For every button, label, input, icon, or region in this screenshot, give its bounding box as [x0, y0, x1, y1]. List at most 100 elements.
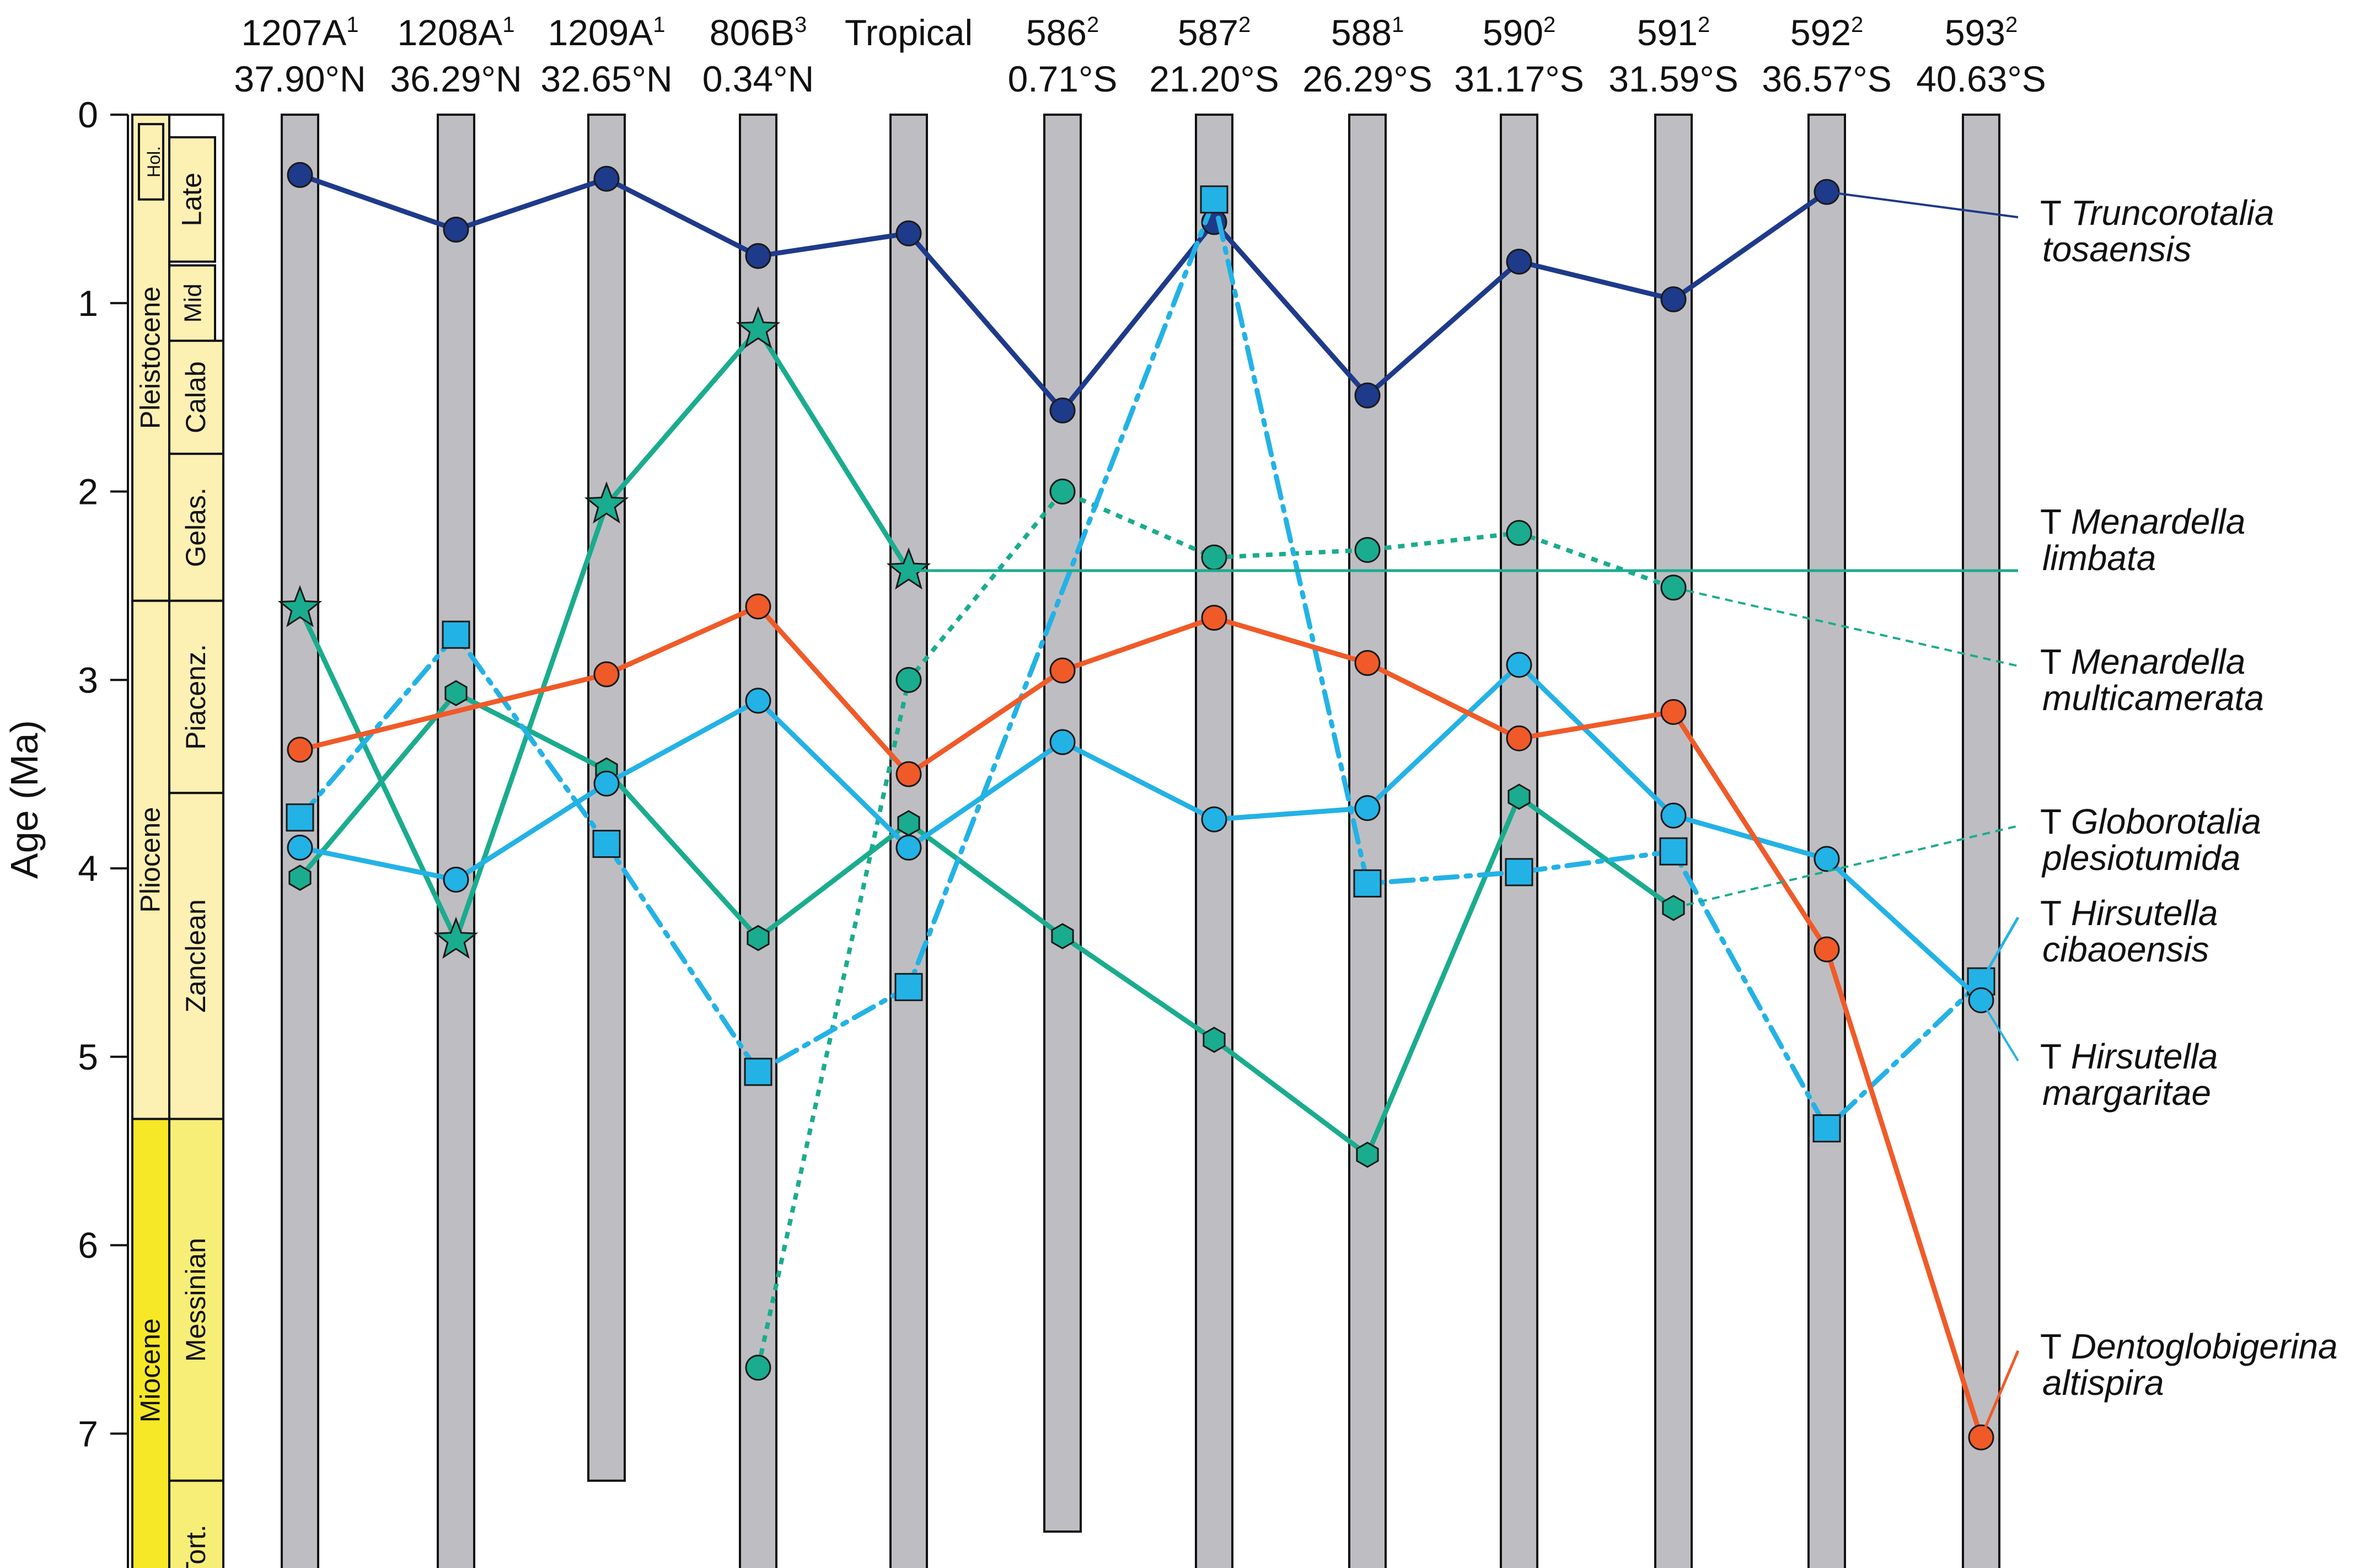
point-tosaensis	[895, 220, 922, 246]
stage-box	[168, 136, 216, 263]
series-cibaoensis	[286, 185, 1995, 1143]
point-plesiotumida	[1203, 1027, 1226, 1053]
label-prefix: T	[2040, 642, 2071, 681]
point-cibaoensis	[744, 1057, 772, 1086]
point-margaritae	[1506, 652, 1532, 678]
site-name-Tropical: Tropical	[845, 12, 973, 53]
stage-box	[138, 123, 164, 201]
point-altispira	[745, 593, 771, 620]
point-margaritae	[1660, 802, 1687, 829]
epoch-label: Pliocene	[135, 807, 166, 913]
site-latitude-587: 21.20°S	[1149, 58, 1279, 99]
site-latitude-1208A: 36.29°N	[390, 58, 522, 99]
site-column-592	[1807, 114, 1846, 1568]
site-name-588: 5881	[1331, 12, 1404, 53]
site-column-1208A	[437, 114, 475, 1568]
stage-box	[168, 1118, 224, 1482]
point-plesiotumida	[444, 680, 468, 706]
point-multicamerata	[745, 1355, 771, 1381]
point-tosaensis	[443, 216, 469, 243]
leader-plesiotumida	[1673, 825, 2019, 909]
point-multicamerata	[895, 667, 922, 693]
point-altispira	[1049, 657, 1076, 684]
species-label-line2-tosaensis: tosaensis	[2042, 229, 2191, 269]
leader-margaritae	[1980, 1000, 2019, 1062]
point-plesiotumida	[1051, 923, 1074, 949]
point-margaritae	[745, 688, 771, 714]
site-name-1209A: 1209A1	[548, 12, 665, 53]
site-name-592: 5922	[1790, 12, 1863, 53]
site-name-806B: 806B3	[710, 12, 807, 53]
point-limbata	[433, 916, 479, 959]
label-genus: Menardella	[2071, 502, 2246, 541]
site-superscript: 2	[1851, 13, 1863, 37]
y-tick-label: 5	[78, 1037, 98, 1077]
stage-label: Tort.	[180, 1524, 211, 1568]
series-line-altispira	[297, 604, 1984, 1440]
site-name-587: 5872	[1178, 12, 1251, 53]
species-label-line2-cibaoensis: cibaoensis	[2042, 930, 2209, 969]
point-altispira	[1506, 725, 1532, 751]
site-name-591: 5912	[1637, 12, 1710, 53]
site-latitude-806B: 0.34°N	[702, 58, 814, 99]
point-multicamerata	[1201, 544, 1227, 571]
site-superscript: 1	[653, 13, 665, 37]
leader-cibaoensis	[1979, 916, 2020, 982]
species-label-line2-limbata: limbata	[2042, 538, 2156, 578]
label-prefix: T	[2040, 802, 2071, 841]
stage-box	[168, 264, 216, 342]
point-cibaoensis	[286, 803, 314, 832]
series-multicamerata	[745, 479, 1687, 1381]
species-label-line2-margaritae: margaritae	[2042, 1073, 2211, 1113]
site-column-587	[1195, 114, 1233, 1568]
species-label-line2-plesiotumida: plesiotumida	[2041, 838, 2240, 878]
site-column-586	[1043, 114, 1082, 1533]
point-cibaoensis	[592, 830, 621, 858]
stage-box	[168, 340, 224, 455]
y-tick-label: 1	[78, 283, 98, 324]
point-plesiotumida	[288, 864, 312, 891]
site-latitude-593: 40.63°S	[1916, 58, 2046, 99]
series-line-margaritae	[297, 662, 1984, 1003]
point-cibaoensis	[1659, 837, 1688, 866]
site-name-590: 5902	[1483, 12, 1555, 53]
site-superscript: 1	[1392, 13, 1404, 37]
species-label-margaritae: T Hirsutella	[2040, 1037, 2218, 1076]
site-superscript: 1	[346, 13, 358, 37]
point-plesiotumida	[1662, 895, 1685, 921]
point-cibaoensis	[1200, 185, 1228, 214]
stage-label: Piacenz.	[180, 644, 211, 750]
point-tosaensis	[1660, 286, 1687, 313]
series-limbata	[277, 306, 931, 959]
stage-label: Messinian	[180, 1238, 211, 1362]
point-tosaensis	[1354, 382, 1381, 409]
stage-label: Gelas.	[180, 487, 211, 567]
point-altispira	[1814, 936, 1840, 963]
y-tick-label: 4	[78, 848, 98, 889]
point-tosaensis	[593, 165, 620, 192]
epoch-label: Miocene	[135, 1318, 166, 1422]
series-altispira	[287, 593, 1994, 1451]
site-latitude-1207A: 37.90°N	[234, 58, 366, 99]
point-altispira	[895, 761, 922, 787]
species-label-limbata: T Menardella	[2040, 502, 2245, 541]
y-tick-label: 3	[78, 659, 98, 700]
label-genus: Hirsutella	[2071, 1037, 2218, 1076]
site-name-586: 5862	[1026, 12, 1099, 53]
stage-label: Hol.	[144, 146, 164, 178]
stage-label: Mid	[180, 283, 207, 323]
label-prefix: T	[2040, 1037, 2071, 1076]
site-column-593	[1962, 114, 2000, 1568]
site-name-593: 5932	[1945, 12, 2018, 53]
label-genus: Menardella	[2071, 642, 2246, 681]
species-label-plesiotumida: T Globorotalia	[2040, 802, 2261, 841]
site-latitude-592: 36.57°S	[1762, 58, 1892, 99]
point-cibaoensis	[1353, 869, 1382, 898]
point-margaritae	[1814, 846, 1840, 872]
site-superscript: 2	[1698, 13, 1710, 37]
site-name-1207A: 1207A1	[241, 12, 358, 53]
leader-multicamerata	[1673, 586, 2019, 667]
label-genus: Dentoglobigerina	[2071, 1327, 2338, 1366]
